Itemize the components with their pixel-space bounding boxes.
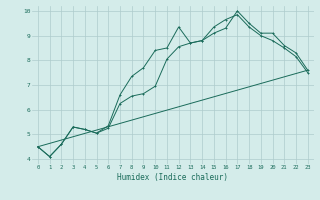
X-axis label: Humidex (Indice chaleur): Humidex (Indice chaleur): [117, 173, 228, 182]
